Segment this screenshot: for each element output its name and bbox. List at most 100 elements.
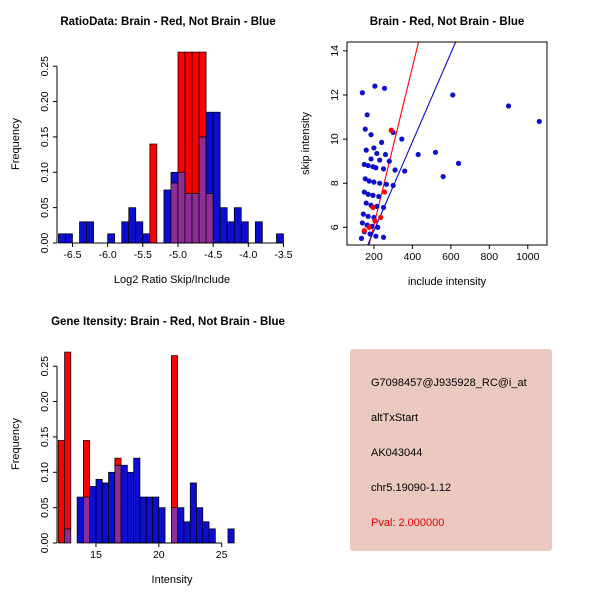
hist-bar <box>208 528 216 544</box>
hist-bar <box>183 521 191 544</box>
scatter-point-blue <box>363 200 369 206</box>
x-axis-label: Intensity <box>152 574 193 586</box>
scatter-point-blue <box>360 211 366 217</box>
hist-bar <box>205 111 214 194</box>
scatter-chart-title: Brain - Red, Not Brain - Blue <box>370 16 525 28</box>
scatter-point-red <box>361 228 367 234</box>
hist-bar <box>152 496 160 544</box>
ratio-chart-title: RatioData: Brain - Red, Not Brain - Blue <box>60 16 275 28</box>
y-tick-label: 0.05 <box>39 497 51 518</box>
scatter-point-blue <box>432 149 439 155</box>
hist-bar <box>177 507 185 544</box>
scatter-point-blue <box>361 189 367 195</box>
y-tick-label: 0.15 <box>39 427 51 448</box>
scatter-point-blue <box>440 173 446 180</box>
scatter-point-blue <box>536 118 542 125</box>
y-tick-label: 6 <box>329 224 341 230</box>
hist-bar <box>170 182 179 244</box>
hist-bar <box>149 143 158 244</box>
scatter-point-red <box>370 204 376 211</box>
hist-bar <box>177 51 186 173</box>
hist-bar <box>65 233 73 244</box>
x-tick-label: 15 <box>90 549 102 561</box>
y-tick-label: 0.15 <box>39 127 51 148</box>
x-tick-label: -4.0 <box>239 249 257 261</box>
hist-bar <box>191 193 200 244</box>
x-tick-label: -6.5 <box>63 249 81 261</box>
scatter-point-blue <box>386 158 392 164</box>
x-tick-label: 800 <box>481 251 499 263</box>
scatter-point-blue <box>359 90 365 96</box>
hist-bar <box>198 136 207 244</box>
hist-bar <box>145 496 153 544</box>
hist-bar <box>107 233 116 244</box>
x-axis-label: include intensity <box>408 276 487 288</box>
x-tick-label: -5.0 <box>169 249 187 261</box>
y-tick-label: 12 <box>329 89 341 101</box>
hist-bar <box>219 207 228 244</box>
hist-bar <box>184 51 193 194</box>
x-tick-label: -5.5 <box>134 249 152 261</box>
hist-bar <box>276 233 284 244</box>
hist-bar <box>177 171 186 244</box>
hist-bar <box>114 457 122 466</box>
hist-bar <box>108 471 116 544</box>
scatter-point-blue <box>363 147 369 153</box>
y-tick-label: 0.00 <box>39 533 51 554</box>
probe-id-text: G7098457@J935928_RC@i_at <box>371 377 527 389</box>
y-tick-label: 0.25 <box>39 56 51 77</box>
hist-bar <box>86 221 94 244</box>
hist-bar <box>202 521 210 544</box>
hist-bar <box>139 496 147 544</box>
pval-text: Pval: 2.000000 <box>371 517 445 529</box>
brain-fit-line <box>368 41 420 246</box>
y-tick-label: 0.10 <box>39 462 51 483</box>
scatter-point-blue <box>365 162 371 169</box>
scatter-point-red <box>378 214 384 221</box>
scatter-point-blue <box>402 168 408 174</box>
scatter-point-blue <box>368 156 374 162</box>
hist-bar <box>196 507 204 544</box>
hist-bar <box>76 496 84 544</box>
scatter-point-blue <box>367 231 373 237</box>
hist-bar <box>64 528 72 544</box>
hist-bar <box>227 528 235 544</box>
hist-bar <box>95 479 103 544</box>
scatter-point-blue <box>380 204 387 211</box>
x-tick-label: 600 <box>442 251 460 263</box>
x-tick-label: 25 <box>216 549 228 561</box>
x-tick-label: 200 <box>365 251 383 263</box>
y-axis-label: Frequency <box>10 118 22 170</box>
hist-bar <box>83 496 91 544</box>
event-type-text: altTxStart <box>371 412 419 424</box>
hist-bar <box>133 457 141 544</box>
scatter-point-blue <box>362 126 368 132</box>
scatter-point-blue <box>375 224 381 230</box>
x-tick-label: 400 <box>404 251 422 263</box>
hist-bar <box>127 471 135 544</box>
scatter-point-blue <box>390 182 396 189</box>
hist-bar <box>184 193 193 244</box>
hist-bar <box>120 464 128 544</box>
hist-bar <box>163 189 172 244</box>
hist-bar <box>171 507 179 544</box>
y-tick-label: 0.20 <box>39 91 51 112</box>
x-tick-label: -3.5 <box>274 249 292 261</box>
intensity-scatter-chart: Brain - Red, Not Brain - Blue 200 400 600 8… <box>300 16 548 288</box>
x-tick-label: 1000 <box>516 251 540 263</box>
scatter-point-blue <box>365 191 371 197</box>
scatter-point-blue <box>382 151 389 158</box>
hist-bar <box>205 193 214 244</box>
not-brain-fit-line <box>367 41 457 246</box>
scatter-point-blue <box>392 167 398 173</box>
y-tick-label: 0.25 <box>39 356 51 377</box>
scatter-point-blue <box>366 178 372 184</box>
hist-bar <box>171 355 179 508</box>
hist-bar <box>240 221 249 244</box>
hist-bar <box>189 482 197 544</box>
hist-bar <box>58 233 66 244</box>
y-tick-label: 0.20 <box>39 391 51 412</box>
scatter-point-blue <box>505 103 512 109</box>
scatter-point-red <box>372 218 378 224</box>
